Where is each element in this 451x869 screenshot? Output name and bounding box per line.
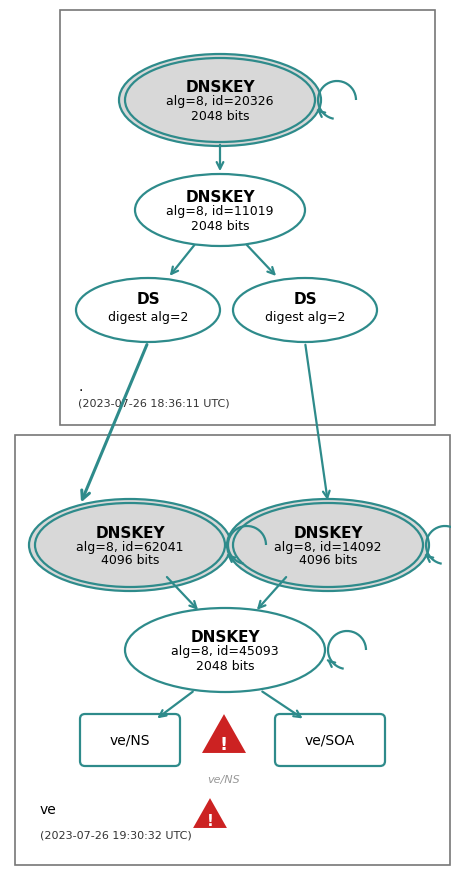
Text: DS: DS [136, 293, 160, 308]
Text: !: ! [220, 736, 228, 754]
Text: DNSKEY: DNSKEY [293, 526, 363, 541]
Text: 4096 bits: 4096 bits [101, 554, 159, 567]
Text: DNSKEY: DNSKEY [185, 81, 255, 96]
Text: 2048 bits: 2048 bits [191, 220, 249, 233]
Text: ve/NS: ve/NS [110, 733, 150, 747]
Ellipse shape [76, 278, 220, 342]
Ellipse shape [125, 58, 315, 142]
Text: alg=8, id=14092: alg=8, id=14092 [274, 541, 382, 554]
FancyBboxPatch shape [80, 714, 180, 766]
Text: ve/NS: ve/NS [207, 775, 240, 785]
Text: alg=8, id=20326: alg=8, id=20326 [166, 96, 274, 109]
Ellipse shape [233, 278, 377, 342]
Text: DNSKEY: DNSKEY [95, 526, 165, 541]
Polygon shape [200, 712, 248, 754]
Text: DS: DS [293, 293, 317, 308]
Text: ve/SOA: ve/SOA [305, 733, 355, 747]
Text: 2048 bits: 2048 bits [196, 660, 254, 673]
Text: (2023-07-26 18:36:11 UTC): (2023-07-26 18:36:11 UTC) [78, 398, 230, 408]
Bar [15, 435, 450, 865]
Text: DNSKEY: DNSKEY [185, 190, 255, 205]
Text: (2023-07-26 19:30:32 UTC): (2023-07-26 19:30:32 UTC) [40, 830, 192, 840]
Text: alg=8, id=11019: alg=8, id=11019 [166, 205, 274, 218]
Ellipse shape [35, 503, 225, 587]
Ellipse shape [119, 54, 321, 146]
Text: ve: ve [40, 803, 57, 817]
Ellipse shape [125, 608, 325, 692]
Text: !: ! [207, 814, 213, 830]
Polygon shape [191, 796, 229, 829]
Text: alg=8, id=45093: alg=8, id=45093 [171, 646, 279, 659]
Text: alg=8, id=62041: alg=8, id=62041 [76, 541, 184, 554]
Ellipse shape [29, 499, 231, 591]
Ellipse shape [233, 503, 423, 587]
FancyBboxPatch shape [275, 714, 385, 766]
Text: DNSKEY: DNSKEY [190, 631, 260, 646]
Text: digest alg=2: digest alg=2 [108, 311, 188, 324]
Text: 2048 bits: 2048 bits [191, 109, 249, 123]
Ellipse shape [227, 499, 429, 591]
Ellipse shape [135, 174, 305, 246]
Text: 4096 bits: 4096 bits [299, 554, 357, 567]
Bar [60, 10, 435, 425]
Text: digest alg=2: digest alg=2 [265, 311, 345, 324]
Text: .: . [78, 380, 83, 394]
